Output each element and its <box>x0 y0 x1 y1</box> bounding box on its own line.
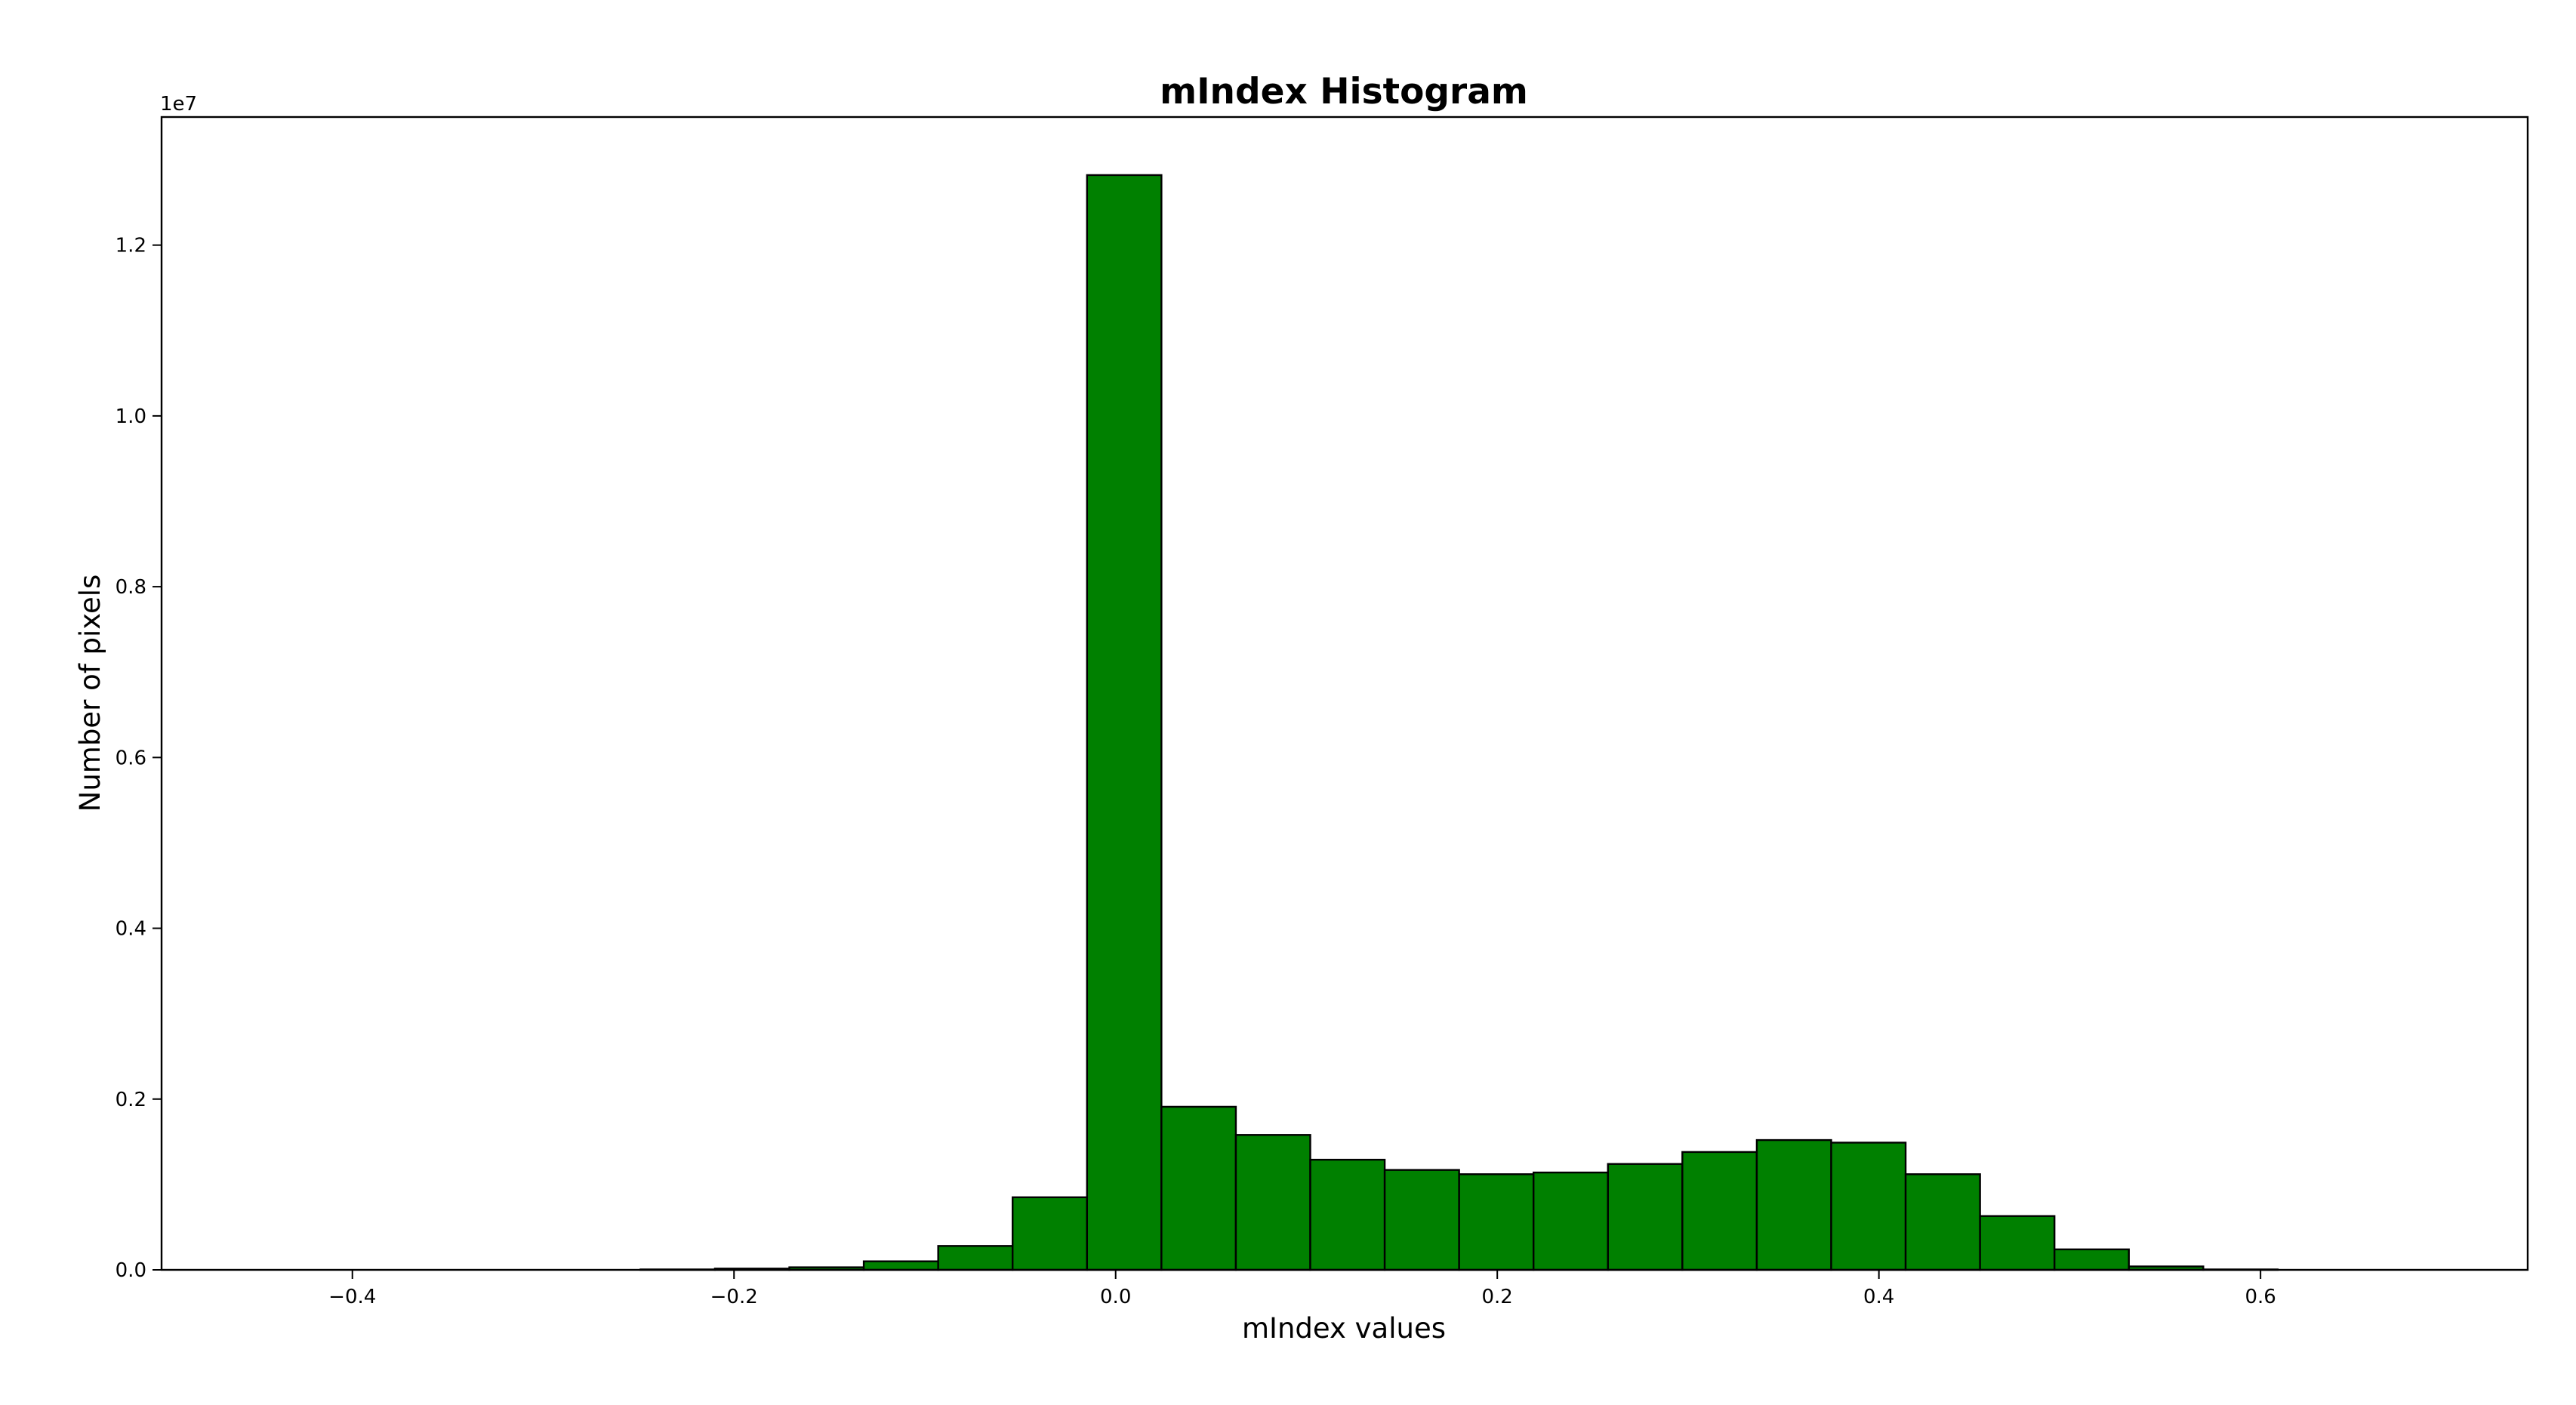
x-tick-label: 0.6 <box>2245 1286 2276 1308</box>
plot-frame <box>160 116 2529 1271</box>
histogram-bar <box>1607 1163 1684 1271</box>
x-tick-label: −0.2 <box>710 1286 758 1308</box>
bars-group <box>639 174 2279 1271</box>
x-tick-label: 0.2 <box>1482 1286 1513 1308</box>
histogram-bar <box>1234 1134 1311 1271</box>
y-tick-label: 1.0 <box>116 405 146 428</box>
histogram-bar <box>2053 1248 2130 1271</box>
histogram-bar <box>1309 1158 1386 1271</box>
y-tick-label: 0.0 <box>116 1259 146 1282</box>
histogram-bar <box>937 1245 1014 1271</box>
histogram-bar <box>1830 1142 1907 1271</box>
histogram-bar <box>1904 1173 1981 1271</box>
histogram-bar <box>1086 174 1163 1271</box>
histogram-bar <box>1533 1171 1609 1271</box>
y-axis-title: Number of pixels <box>74 575 106 812</box>
chart-title: mIndex Histogram <box>1160 71 1528 112</box>
y-tick-label: 0.2 <box>116 1089 146 1111</box>
y-tick-label: 0.6 <box>116 747 146 769</box>
histogram-bar <box>1160 1105 1237 1271</box>
x-tick-label: 0.4 <box>1863 1286 1894 1308</box>
histogram-bar <box>1979 1215 2056 1271</box>
histogram-bar <box>1458 1173 1535 1271</box>
histogram-bar <box>1383 1169 1460 1271</box>
histogram-bar <box>1755 1138 1832 1271</box>
y-tick-label: 1.2 <box>116 235 146 257</box>
histogram-bar <box>1681 1151 1758 1271</box>
x-tick-label: −0.4 <box>328 1286 376 1308</box>
y-axis-ticks: 0.0 0.2 0.4 0.6 0.8 1.0 1.2 <box>116 235 162 1282</box>
histogram-bar <box>1012 1196 1088 1271</box>
y-tick-label: 0.8 <box>116 576 146 599</box>
histogram-bar <box>862 1260 939 1271</box>
y-tick-label: 0.4 <box>116 918 146 941</box>
y-offset-label: 1e7 <box>160 93 197 116</box>
x-axis-ticks: −0.4 −0.2 0.0 0.2 0.4 0.6 <box>328 1270 2276 1308</box>
x-tick-label: 0.0 <box>1100 1286 1131 1308</box>
x-axis-title: mIndex values <box>1242 1312 1446 1345</box>
